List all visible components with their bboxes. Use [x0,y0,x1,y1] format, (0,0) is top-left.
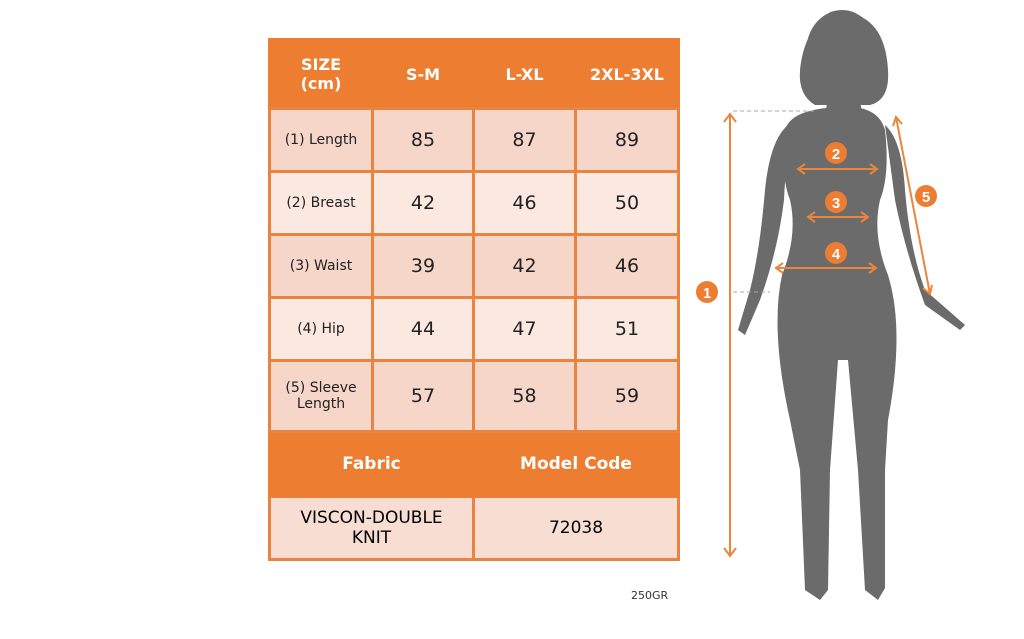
cell-value: 85 [371,107,475,173]
size-col-s-m: S-M [371,38,475,110]
cell-value: 39 [371,233,475,299]
marker-badges: 1 2 3 4 5 [696,142,937,303]
size-col-l-xl: L-XL [472,38,577,110]
cell-value: 46 [574,233,680,299]
sleeve-arrow [895,116,931,295]
row-label: (1) Length [268,107,374,173]
fabric-row: VISCON-DOUBLE KNIT 72038 [268,495,680,561]
model-code-header: Model Code [472,430,680,498]
cell-value: 47 [472,296,577,362]
measurement-lines [723,110,933,558]
cell-value: 51 [574,296,680,362]
cell-value: 42 [371,170,475,236]
cell-value: 59 [574,359,680,433]
header-row: SIZE (cm) S-M L-XL 2XL-3XL [268,38,680,110]
weight-note: 250GR [631,589,669,602]
fabric-header-row: Fabric Model Code [268,430,680,498]
cell-value: 58 [472,359,577,433]
cell-value: 50 [574,170,680,236]
cell-value: 57 [371,359,475,433]
table-row: (3) Waist 39 42 46 [268,233,680,299]
row-label: (2) Breast [268,170,374,236]
cell-value: 46 [472,170,577,236]
row-label: (5) Sleeve Length [268,359,374,433]
size-col-2xl-3xl: 2XL-3XL [574,38,680,110]
size-chart-table: SIZE (cm) S-M L-XL 2XL-3XL (1) Length 85 … [268,38,680,561]
marker-5: 5 [922,189,930,206]
cell-value: 87 [472,107,577,173]
marker-1-icon [696,281,718,303]
marker-1: 1 [703,285,711,302]
marker-3: 3 [832,195,840,212]
marker-4-icon [825,242,847,264]
size-header: SIZE (cm) [268,38,374,110]
marker-4: 4 [832,246,841,263]
cell-value: 42 [472,233,577,299]
row-label: (4) Hip [268,296,374,362]
marker-2-icon [825,142,847,164]
fabric-value: VISCON-DOUBLE KNIT [268,495,475,561]
table-row: (2) Breast 42 46 50 [268,170,680,236]
marker-5-icon [915,185,937,207]
marker-3-icon [825,191,847,213]
silhouette [738,10,965,600]
cell-value: 44 [371,296,475,362]
table-row: (5) Sleeve Length 57 58 59 [268,359,680,433]
cell-value: 89 [574,107,680,173]
table-row: (4) Hip 44 47 51 [268,296,680,362]
fabric-header: Fabric [268,430,475,498]
table-row: (1) Length 85 87 89 [268,107,680,173]
model-code-value: 72038 [472,495,680,561]
marker-2: 2 [832,146,840,163]
row-label: (3) Waist [268,233,374,299]
